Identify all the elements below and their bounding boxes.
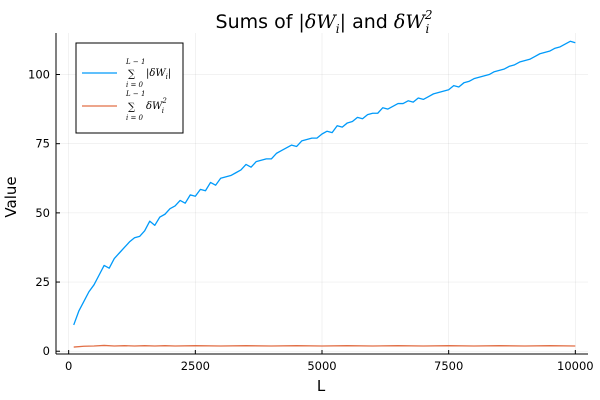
legend-series2-sum-top: L − 1: [125, 90, 145, 98]
series-line-2: [73, 344, 576, 348]
title-term2: δW: [394, 11, 426, 33]
legend-box: [75, 42, 184, 134]
legend-series2-term-sup: 2: [161, 97, 167, 105]
legend-series1-term-main: |δW: [146, 68, 166, 79]
y-tick-label: 0: [43, 344, 50, 358]
y-tick-label: 50: [35, 206, 50, 220]
legend-series2-sum-symbol: ∑: [128, 102, 136, 113]
x-tick-label: 7500: [434, 359, 463, 373]
legend-series1-term-end: |: [168, 68, 171, 79]
legend-series2-term-sub: i: [162, 107, 164, 115]
legend-series2-term: δW2 i: [146, 97, 167, 115]
legend-series1-term: |δWi|: [146, 68, 171, 81]
y-tick-label: 100: [28, 68, 50, 82]
x-tick-label: 2500: [181, 359, 210, 373]
legend-series2-term-main: δW: [146, 101, 163, 112]
series-layer: [73, 40, 576, 348]
title-prefix: Sums of: [216, 11, 299, 33]
legend-series1-sum-symbol: ∑: [128, 69, 136, 80]
x-tick-label: 0: [65, 359, 72, 373]
title-term1: |δW: [298, 11, 337, 33]
chart-title: Sums of |δWi| and δW2 i: [216, 8, 433, 36]
series-line-1: [73, 40, 576, 326]
x-tick-label: 5000: [307, 359, 336, 373]
legend-series1-sum-bottom: i = 0: [126, 81, 144, 89]
y-tick-label: 25: [35, 275, 50, 289]
title-term2-sub: i: [425, 22, 429, 36]
legend-series1-term-sub: i: [166, 73, 168, 81]
y-axis-label: Value: [2, 176, 20, 217]
legend-series2-sum-bottom: i = 0: [126, 114, 144, 122]
legend-series1-sum-top: L − 1: [125, 58, 145, 66]
x-axis-label: L: [317, 377, 326, 395]
ticks: 0 2500 5000 7500 10000 0 25 50 75 100: [28, 68, 594, 373]
legend: L − 1 ∑ i = 0 |δWi| L − 1 ∑ i = 0 δW2 i: [75, 42, 184, 134]
title-joiner: and: [346, 11, 394, 33]
title-term2-sup: 2: [424, 8, 433, 22]
y-tick-label: 75: [35, 137, 50, 151]
title-term1-end: |: [340, 11, 346, 33]
title-term1-sub: i: [336, 22, 340, 36]
x-tick-label: 10000: [557, 359, 594, 373]
